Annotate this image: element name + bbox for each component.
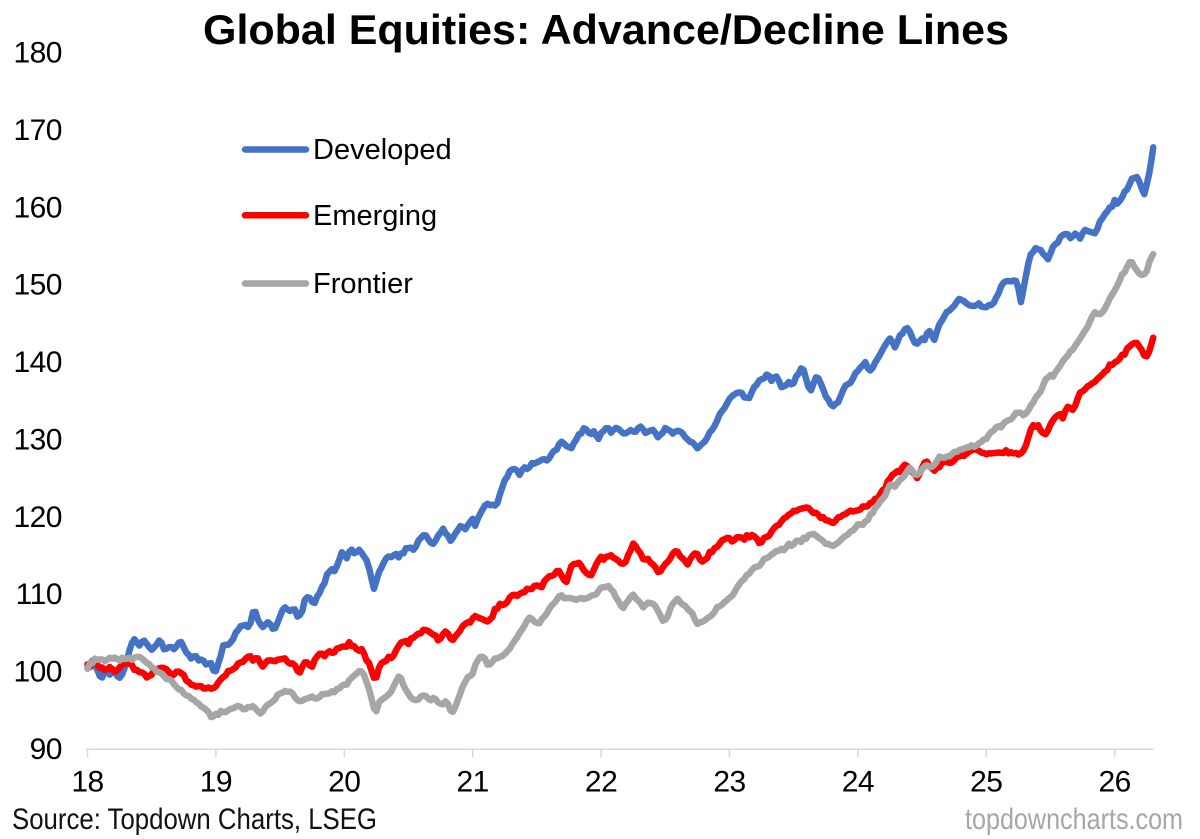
svg-text:24: 24 (842, 766, 874, 799)
svg-text:Global Equities: Advance/Decli: Global Equities: Advance/Decline Lines (203, 6, 1009, 53)
svg-text:110: 110 (16, 578, 62, 611)
svg-text:180: 180 (13, 37, 62, 70)
svg-text:140: 140 (13, 346, 62, 379)
svg-text:19: 19 (200, 766, 232, 799)
svg-text:160: 160 (13, 191, 62, 224)
svg-text:25: 25 (970, 766, 1002, 799)
svg-text:18: 18 (71, 766, 103, 799)
svg-text:23: 23 (713, 766, 745, 799)
svg-text:Emerging: Emerging (313, 200, 437, 232)
svg-text:21: 21 (457, 766, 489, 799)
svg-text:Source: Topdown Charts, LSEG: Source: Topdown Charts, LSEG (12, 803, 377, 836)
svg-text:26: 26 (1099, 766, 1131, 799)
svg-text:90: 90 (30, 733, 62, 766)
svg-text:topdowncharts.com: topdowncharts.com (965, 803, 1183, 836)
svg-text:22: 22 (585, 766, 617, 799)
svg-text:150: 150 (13, 269, 62, 302)
svg-text:Developed: Developed (313, 134, 452, 166)
svg-text:Frontier: Frontier (313, 268, 413, 300)
svg-text:20: 20 (328, 766, 360, 799)
svg-text:170: 170 (13, 114, 62, 147)
svg-text:100: 100 (13, 656, 62, 689)
svg-text:120: 120 (13, 501, 62, 534)
svg-text:130: 130 (13, 424, 62, 457)
